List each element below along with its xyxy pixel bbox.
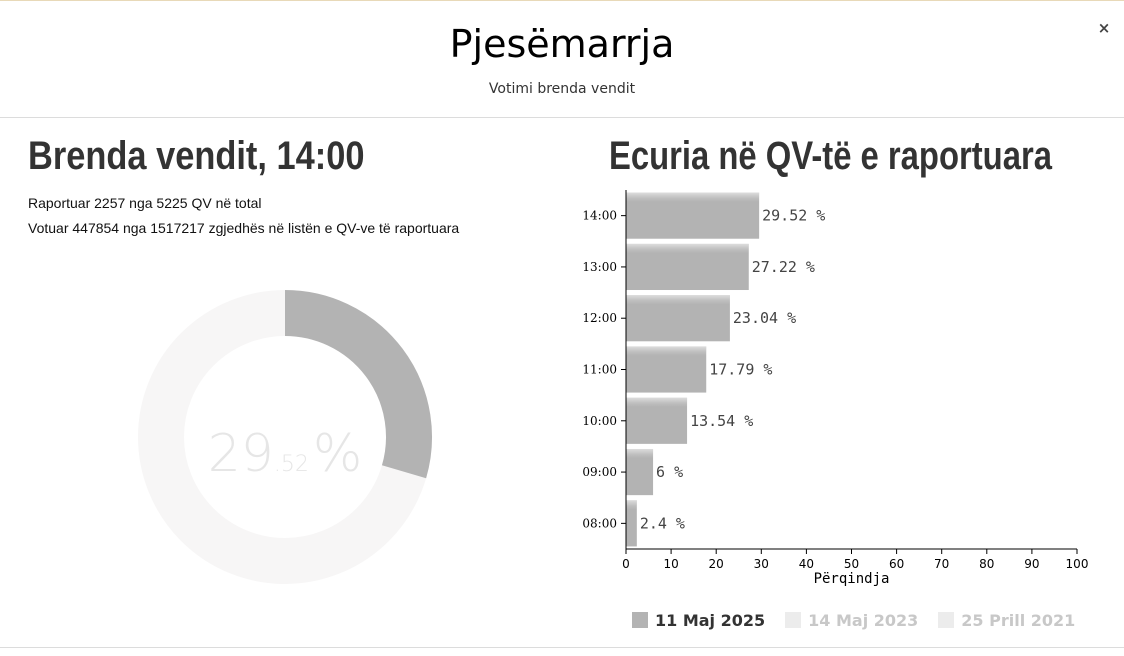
close-icon[interactable]: × [1097, 19, 1111, 37]
x-tick-label: 30 [754, 557, 769, 571]
x-tick-label: 60 [889, 557, 904, 571]
donut-percent-sign: % [312, 424, 363, 484]
hourly-turnout-bar-chart: 29.52 % 27.22 % 23.04 % 17.79 % 13.54 % 6 % 2.… [560, 180, 1100, 600]
modal-subtitle: Votimi brenda vendit [488, 81, 636, 97]
bar-highlight [626, 448, 654, 496]
bar-data-label: 13.54 % [690, 412, 753, 430]
x-tick-label: 0 [622, 557, 630, 571]
modal-title: Pjesëmarrja [449, 22, 675, 66]
voted-count-text: Votuar 447854 nga 1517217 zgjedhës në li… [28, 220, 460, 236]
legend-label: 25 Prill 2021 [961, 610, 1076, 630]
x-tick-label: 70 [934, 557, 949, 571]
legend-label: 11 Maj 2025 [655, 610, 766, 630]
bar-highlight [626, 397, 688, 444]
turnout-heading: Brenda vendit, 14:00 [28, 134, 365, 178]
bar-data-label: 17.79 % [709, 361, 772, 379]
y-tick-label: 14:00 [582, 209, 617, 223]
x-tick-label: 10 [663, 557, 678, 571]
legend-item-14-maj-2023[interactable]: 14 Maj 2023 [785, 611, 918, 630]
x-tick-label: 50 [844, 557, 859, 571]
bar-data-label: 27.22 % [752, 258, 815, 276]
x-tick-label: 100 [1066, 557, 1089, 571]
bar-data-label: 2.4 % [640, 514, 685, 532]
turnout-donut-chart: 29.52% [130, 282, 440, 592]
legend-swatch [785, 612, 802, 628]
header-divider [0, 117, 1124, 118]
legend-item-25-prill-2021[interactable]: 25 Prill 2021 [938, 611, 1075, 630]
bar-chart-svg: 29.52 % 27.22 % 23.04 % 17.79 % 13.54 % 6 % 2.… [582, 190, 1089, 587]
x-tick-label: 90 [1024, 557, 1039, 571]
bar-highlight [626, 243, 749, 291]
donut-integer-part: 29 [207, 424, 274, 484]
bar-highlight [626, 192, 760, 239]
y-tick-label: 11:00 [582, 363, 617, 377]
y-tick-label: 12:00 [582, 311, 617, 325]
x-tick-label: 40 [799, 557, 814, 571]
progress-heading: Ecuria në QV-të e raportuara [609, 134, 1052, 178]
y-tick-label: 10:00 [582, 414, 617, 428]
footer-divider [0, 647, 1124, 648]
bar-data-label: 6 % [656, 463, 683, 481]
bar-data-label: 29.52 % [762, 207, 825, 225]
legend-label: 14 Maj 2023 [808, 610, 919, 630]
legend-swatch [632, 612, 648, 628]
reported-stations-text: Raportuar 2257 nga 5225 QV në total [28, 195, 262, 211]
bar-highlight [626, 346, 707, 393]
x-tick-label: 20 [709, 557, 724, 571]
donut-percentage-label: 29.52% [130, 424, 440, 484]
top-border-line [0, 0, 1124, 1]
x-tick-label: 80 [979, 557, 994, 571]
bar-highlight [626, 500, 637, 547]
y-tick-label: 13:00 [582, 260, 617, 274]
bar-highlight [626, 295, 730, 342]
y-tick-label: 09:00 [582, 465, 617, 479]
legend-swatch [938, 612, 955, 628]
y-tick-label: 08:00 [582, 516, 617, 530]
chart-legend: 11 Maj 2025 14 Maj 2023 25 Prill 2021 [632, 608, 1095, 632]
x-axis-title: Përqindja [814, 571, 890, 587]
donut-svg [138, 290, 432, 584]
bar-data-label: 23.04 % [733, 309, 796, 327]
donut-value-arc [284, 290, 432, 479]
legend-item-11-maj-2025[interactable]: 11 Maj 2025 [632, 611, 765, 630]
donut-decimal-part: .52 [273, 452, 309, 477]
